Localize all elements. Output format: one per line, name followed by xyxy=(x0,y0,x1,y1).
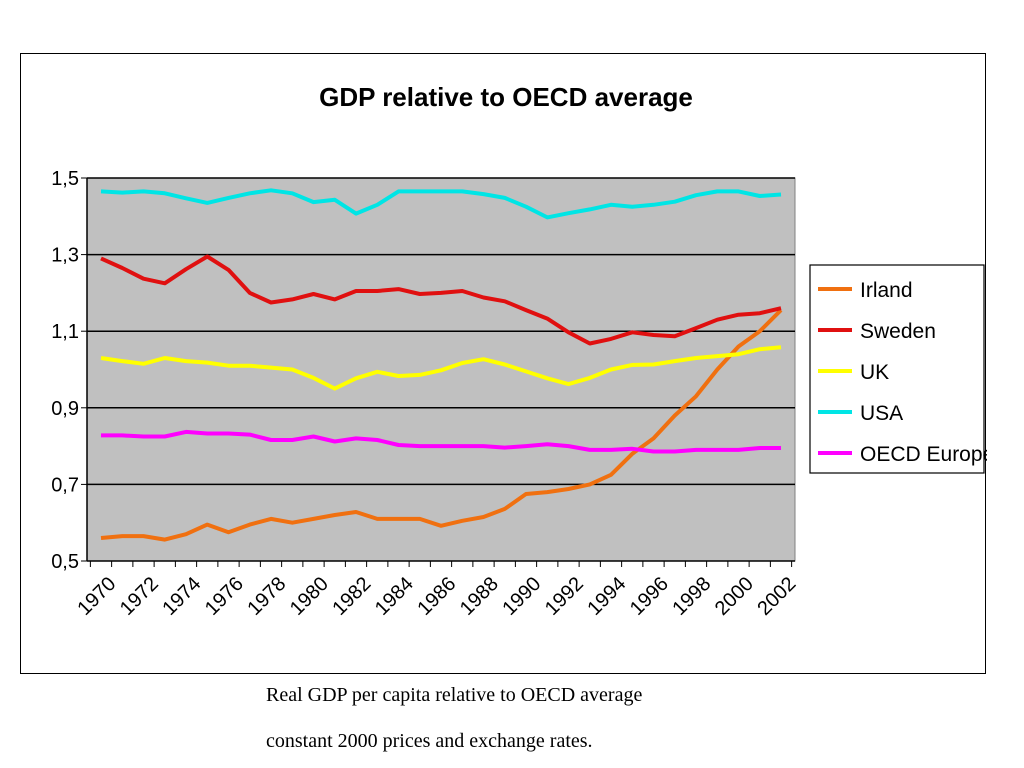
x-tick-label: 2002 xyxy=(753,573,800,620)
series-line-usa xyxy=(100,188,782,220)
x-tick-label: 1972 xyxy=(116,573,163,620)
legend: Irland Sweden UK USA OECD Europe xyxy=(809,264,987,474)
y-tick-label: 1,1 xyxy=(51,321,79,343)
x-tick-label: 1992 xyxy=(541,573,588,620)
x-tick-label: 2000 xyxy=(711,573,758,620)
y-tick-label: 1,5 xyxy=(51,168,79,190)
x-tick-label: 1984 xyxy=(371,573,418,620)
caption-line-1: Real GDP per capita relative to OECD ave… xyxy=(266,684,643,706)
x-tick-label: 1982 xyxy=(328,573,375,620)
legend-label-usa: USA xyxy=(860,402,903,425)
series-line-irland xyxy=(100,308,783,542)
legend-label-irland: Irland xyxy=(860,279,913,302)
y-tick-label: 0,7 xyxy=(51,474,79,496)
x-tick-label: 1988 xyxy=(456,573,503,620)
x-tick-label: 1994 xyxy=(583,573,630,620)
legend-label-sweden: Sweden xyxy=(860,320,936,343)
y-tick-label: 1,3 xyxy=(51,245,79,267)
x-tick-label: 1980 xyxy=(286,573,333,620)
x-tick-label: 1998 xyxy=(668,573,715,620)
chart-title: GDP relative to OECD average xyxy=(319,82,693,112)
plot-area: 0,50,70,91,11,31,51970197219741976197819… xyxy=(51,168,800,620)
y-tick-label: 0,5 xyxy=(51,551,79,573)
series-line-sweden xyxy=(100,254,782,346)
legend-label-uk: UK xyxy=(860,361,889,384)
series-line-uk xyxy=(100,345,782,391)
x-tick-label: 1976 xyxy=(201,573,248,620)
legend-label-oecd-europe: OECD Europe xyxy=(860,443,987,466)
series-line-oecd-europe xyxy=(101,429,781,454)
x-tick-label: 1986 xyxy=(413,573,460,620)
x-tick-label: 1974 xyxy=(158,573,205,620)
x-tick-label: 1996 xyxy=(626,573,673,620)
chart-frame: GDP relative to OECD average 0,5 0,7 0,9 1,… xyxy=(20,53,987,674)
x-tick-label: 1970 xyxy=(73,573,120,620)
y-tick-label: 0,9 xyxy=(51,398,79,420)
caption-line-2: constant 2000 prices and exchange rates. xyxy=(266,730,593,752)
line-chart: GDP relative to OECD average 0,5 0,7 0,9 1,… xyxy=(51,82,987,620)
x-tick-label: 1990 xyxy=(498,573,545,620)
x-tick-label: 1978 xyxy=(243,573,290,620)
